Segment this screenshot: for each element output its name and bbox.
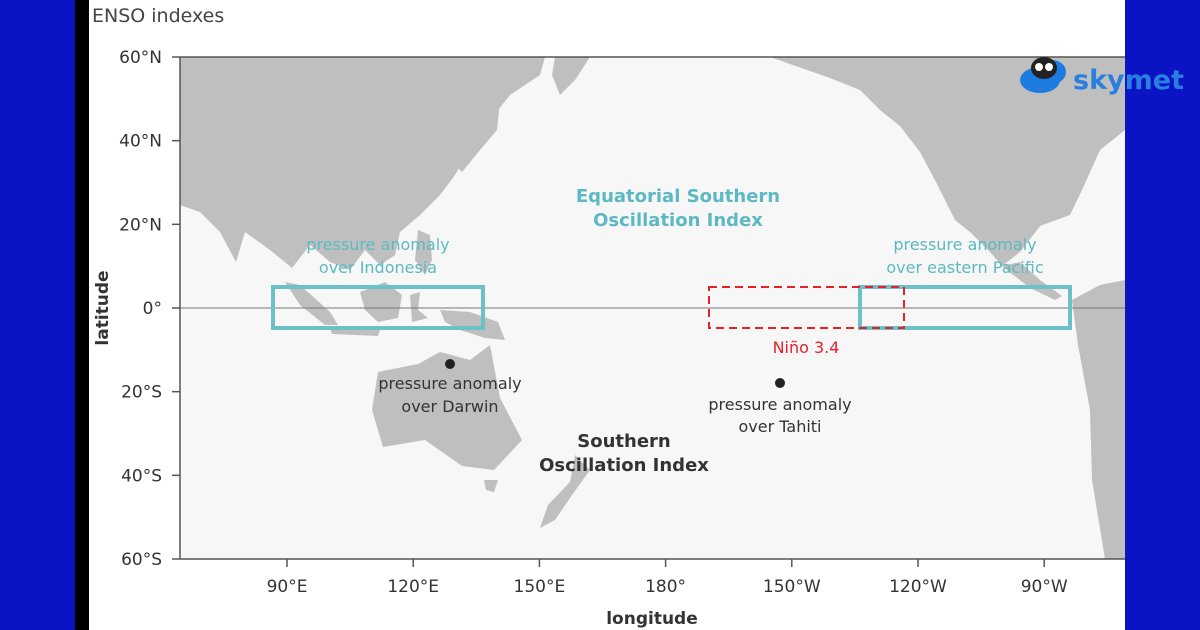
- label: Oscillation Index: [593, 210, 763, 231]
- label: pressure anomaly: [378, 374, 521, 393]
- y-tick-label: 20°S: [121, 383, 162, 403]
- x-tick-label: 150°W: [763, 577, 821, 597]
- label: Equatorial Southern: [576, 186, 780, 207]
- new-guinea: [440, 310, 505, 340]
- ticks: 60°N 40°N 20°N 0° 20°S 40°S 60°S 90°E 120°E 150°E…: [119, 48, 1068, 597]
- label: pressure anomaly: [306, 235, 449, 254]
- kamchatka: [552, 57, 590, 95]
- logo: skymet: [1020, 57, 1184, 96]
- new-zealand: [540, 455, 590, 528]
- x-tick-label: 90°W: [1021, 577, 1068, 597]
- japan: [455, 92, 500, 172]
- label: over Darwin: [401, 397, 498, 416]
- eastern-pacific-box: [858, 285, 1072, 330]
- tahiti-dot: [775, 378, 785, 388]
- borneo: [360, 282, 402, 322]
- australia: [372, 345, 522, 470]
- x-axis-label: longitude: [606, 609, 698, 629]
- x-tick-label: 90°E: [267, 577, 308, 597]
- y-tick-label: 60°N: [119, 48, 162, 68]
- darwin-dot: [445, 359, 455, 369]
- label: Southern: [577, 431, 670, 452]
- label: pressure anomaly: [893, 235, 1036, 254]
- left-strip: [75, 0, 89, 630]
- y-tick-label: 20°N: [119, 215, 162, 235]
- asia: [180, 57, 545, 270]
- map: [179, 56, 1125, 560]
- label: over eastern Pacific: [886, 258, 1043, 277]
- label: Oscillation Index: [539, 455, 709, 476]
- sumatra: [285, 282, 338, 325]
- tasmania: [484, 480, 498, 492]
- y-tick-label: 0°: [143, 299, 162, 319]
- logo-eye: [1035, 63, 1043, 71]
- label: pressure anomaly: [708, 395, 851, 414]
- central-america: [1002, 262, 1062, 300]
- logo-owl: [1031, 57, 1057, 79]
- indonesia-box: [271, 285, 485, 330]
- x-tick-label: 150°E: [514, 577, 566, 597]
- x-tick-label: 120°E: [387, 577, 439, 597]
- y-tick-label: 60°S: [121, 550, 162, 570]
- label: over Tahiti: [739, 417, 822, 436]
- title: ENSO indexes: [92, 5, 224, 27]
- philippines: [415, 230, 432, 275]
- label: over Indonesia: [319, 258, 437, 277]
- north-america: [770, 57, 1125, 266]
- x-tick-label: 180°: [645, 577, 686, 597]
- y-tick-label: 40°S: [121, 466, 162, 486]
- x-tick-label: 120°W: [889, 577, 947, 597]
- logo-eye: [1045, 63, 1053, 71]
- y-tick-label: 40°N: [119, 132, 162, 152]
- y-axis-label: latitude: [93, 270, 113, 345]
- sulawesi: [410, 292, 428, 322]
- label: Niño 3.4: [773, 338, 840, 357]
- south-america: [1072, 280, 1125, 559]
- nino34-box: [708, 286, 905, 329]
- logo-text: skymet: [1073, 65, 1184, 96]
